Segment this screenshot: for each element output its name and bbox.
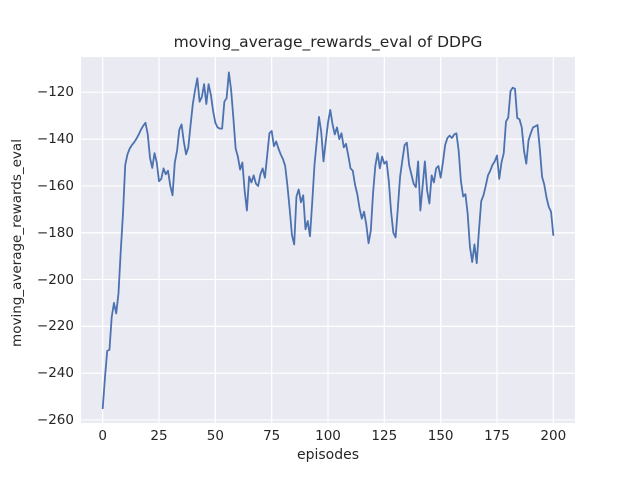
y-tick-label: −140 [36, 131, 74, 148]
x-tick-label: 50 [206, 428, 224, 444]
y-tick-label: −220 [36, 318, 74, 335]
y-tick-label: −160 [36, 177, 74, 194]
y-tick-label: −180 [36, 224, 74, 241]
x-tick-label: 150 [427, 428, 454, 444]
chart-title: moving_average_rewards_eval of DDPG [173, 33, 483, 51]
y-axis-label-text: moving_average_rewards_eval [9, 139, 25, 347]
x-tick-label: 175 [484, 428, 510, 444]
x-tick-label: 0 [98, 428, 107, 444]
x-tick-label: 75 [263, 428, 281, 444]
plot-area [81, 57, 575, 423]
line-chart [81, 57, 575, 423]
y-tick-label: −240 [36, 365, 74, 382]
x-tick-label: 125 [371, 428, 398, 444]
x-tick-label: 25 [150, 428, 168, 444]
x-tick-label: 100 [315, 428, 341, 444]
y-tick-label: −260 [36, 411, 74, 428]
x-tick-label: 200 [540, 428, 567, 444]
ddpg-reward-line [101, 71, 555, 410]
y-tick-label: −120 [36, 84, 74, 101]
y-tick-label: −200 [36, 271, 74, 288]
x-axis-label: episodes [296, 447, 360, 463]
